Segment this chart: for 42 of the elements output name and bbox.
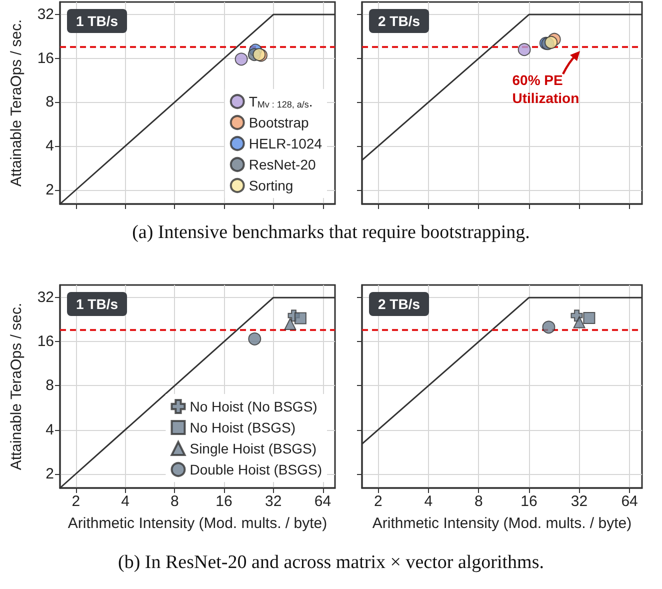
y-tick-label: 2 [46, 465, 54, 482]
x-tick-label: 8 [170, 493, 179, 510]
x-tick-label: 16 [520, 493, 538, 510]
x-axis-title: Arithmetic Intensity (Mod. mults. / byte) [372, 515, 632, 532]
text: 2 TB/s [378, 296, 420, 312]
legend-label: Single Hoist (BSGS) [190, 440, 317, 456]
y-tick-label: 2 [46, 181, 54, 198]
annotation: 60% PE Utilization [512, 72, 580, 106]
text: 1 TB/s [76, 296, 118, 312]
text: 2 TB/s [378, 13, 420, 29]
x-tick-label: 16 [216, 493, 232, 510]
x-tick-label: 2 [72, 493, 80, 510]
x-tick-label: 64 [621, 493, 638, 510]
x-axis-title: Arithmetic Intensity (Mod. mults. / byte) [68, 515, 328, 532]
legend-label: Bootstrap [248, 114, 309, 130]
y-tick-label: 16 [37, 333, 54, 350]
legend-label: HELR-1024 [248, 136, 322, 152]
x-tick-label: 4 [121, 493, 130, 510]
x-tick-label: 32 [265, 493, 282, 510]
text: 1 TB/s [76, 13, 118, 29]
y-axis-title: Attainable TeraOps / sec. [8, 19, 25, 187]
y-tick-label: 8 [46, 94, 54, 111]
legend-label: Double Hoist (BSGS) [190, 462, 322, 478]
x-tick-label: 2 [374, 493, 382, 510]
x-tick-label: 8 [474, 493, 483, 510]
text: (a) Intensive benchmarks that require bootstrapping. [131, 222, 531, 244]
x-tick-label: 4 [424, 493, 433, 510]
y-axis-title: Attainable TeraOps / sec. [8, 302, 25, 470]
y-tick-label: 4 [46, 421, 54, 438]
y-tick-label: 32 [37, 6, 54, 24]
legend-label: No Hoist (No BSGS) [190, 398, 318, 414]
y-tick-label: 32 [37, 289, 54, 306]
legend-label: Sorting [248, 178, 294, 194]
legend-label: ResNet-20 [248, 156, 316, 172]
y-tick-label: 8 [46, 377, 54, 394]
legend-label: TMv : 128, a/s. [248, 94, 313, 110]
y-tick-label: 16 [37, 50, 54, 67]
x-tick-label: 64 [314, 493, 332, 510]
text: (b) In ResNet-20 and across matrix × vector algorithms. [117, 552, 545, 574]
x-tick-label: 32 [570, 493, 588, 510]
y-tick-label: 4 [46, 138, 54, 155]
legend-label: No Hoist (BSGS) [190, 420, 296, 436]
